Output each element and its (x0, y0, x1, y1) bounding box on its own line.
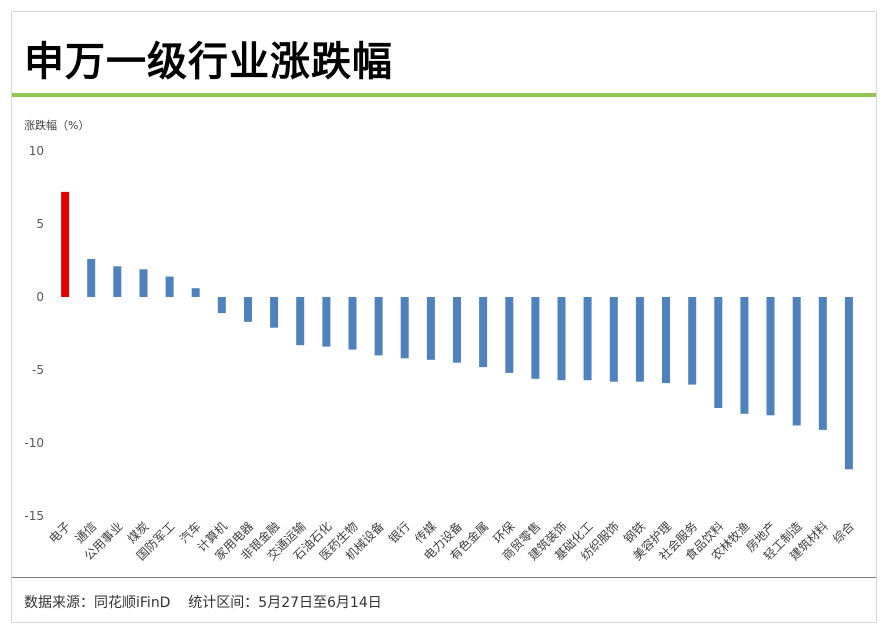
bar (374, 297, 383, 356)
y-tick-label: -5 (32, 363, 44, 377)
bar (818, 297, 827, 430)
bar (531, 297, 540, 379)
bar (505, 297, 514, 373)
bar (348, 297, 357, 350)
bar (113, 266, 122, 297)
bar (400, 297, 409, 359)
footer-divider (12, 577, 876, 578)
chart-frame (11, 11, 877, 623)
bar (244, 297, 252, 322)
bar (479, 297, 488, 368)
bar (87, 259, 96, 297)
footer: 数据来源：同花顺iFinD 统计区间：5月27日至6月14日 (24, 592, 382, 612)
y-tick-label: 0 (36, 290, 44, 304)
title-underline (12, 93, 876, 97)
bar (844, 297, 853, 470)
bar (296, 297, 305, 346)
page-title: 申万一级行业涨跌幅 (24, 39, 393, 85)
bar (662, 297, 670, 384)
bar (688, 297, 697, 385)
bar (426, 297, 435, 360)
source-label: 数据来源： (24, 595, 94, 611)
bar (766, 297, 775, 416)
bar (583, 297, 592, 381)
source-value: 同花顺iFinD (94, 595, 171, 611)
bar (61, 191, 70, 297)
category-label: 电子 (46, 519, 73, 546)
bar (714, 297, 723, 408)
bar (165, 276, 174, 297)
y-tick-label: 10 (29, 144, 44, 158)
bar (322, 297, 331, 347)
category-label: 综合 (829, 519, 857, 547)
y-tick-label: -10 (24, 436, 44, 450)
bar (139, 269, 148, 297)
category-label: 银行 (386, 519, 413, 546)
y-tick-label: -15 (24, 509, 44, 523)
bar (635, 297, 644, 382)
period-value: 5月27日至6月14日 (258, 595, 382, 611)
bars (61, 191, 853, 470)
y-axis-ticks: 10 5 0 -5 -10 -15 (24, 144, 44, 523)
period-label: 统计区间： (188, 595, 259, 611)
y-axis-label: 涨跌幅（%） (24, 118, 89, 132)
bar (740, 297, 749, 414)
bar (217, 297, 226, 314)
bar (191, 288, 200, 297)
bar (453, 297, 461, 363)
y-tick-label: 5 (36, 217, 44, 231)
bar (609, 297, 618, 382)
bar (270, 297, 279, 328)
bar (557, 297, 566, 381)
bar (792, 297, 801, 426)
